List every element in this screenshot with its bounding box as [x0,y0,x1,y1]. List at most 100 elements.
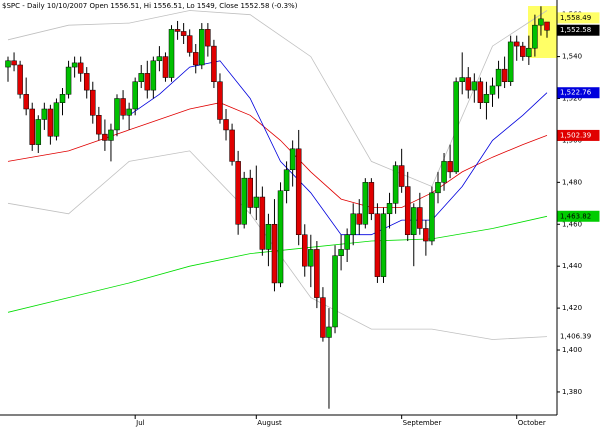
candle-body [362,182,369,225]
candle-body [59,94,66,103]
candle-body [41,108,48,120]
candle-body [423,228,429,242]
candle-body [386,203,393,215]
overlay-line [7,102,548,208]
candle-body [162,56,169,78]
candle-body [338,249,344,256]
candle-body [295,148,302,235]
candle-body [108,129,114,141]
candle-body [344,234,350,250]
candle-body [483,94,490,103]
candle-body [11,60,17,66]
candle-body [501,68,508,82]
price-label-box [557,87,600,99]
candle-body [241,177,247,225]
candle-body [489,85,496,95]
price-label: 1,522.76 [560,89,592,97]
candle-body [435,182,441,194]
candle-body [211,45,217,82]
price-label-box [557,24,600,36]
y-tick-label: 1,540 [562,53,582,61]
x-tick-label: October [518,419,546,427]
candle-body [520,45,526,57]
candle-body [283,169,290,191]
candle-body [495,68,502,87]
candle-body [23,94,29,110]
candle-body [180,31,187,36]
price-label: 1,502.39 [560,131,591,139]
candle-body [259,196,266,250]
candle-body [186,35,193,53]
candle-body [526,47,532,57]
candle-body [83,73,90,91]
candle-body [205,29,211,47]
candle-body [174,29,181,32]
x-tick-label: Jul [135,419,145,427]
price-label: 1,552.58 [560,26,591,34]
candle-body [513,41,520,47]
y-tick-label: 1,460 [562,220,582,228]
candle-body [532,24,538,49]
candle-body [247,177,253,208]
candle-body [459,77,465,82]
candle-body [235,161,241,225]
candle-body [277,190,284,284]
y-tick-label: 1,380 [562,388,582,396]
candle-body [17,64,23,95]
candle-body [507,41,514,82]
x-tick-label: September [403,419,442,427]
candle-body [447,161,453,173]
candle-body [229,129,235,162]
candle-body [53,102,60,137]
price-label-box [557,210,600,222]
y-tick-label: 1,420 [562,304,582,312]
candle-body [253,196,260,208]
candle-body [417,207,423,229]
candle-body [302,234,308,267]
candle-body [392,165,399,204]
candle-body [156,56,163,62]
candle-body [223,119,229,131]
candle-body [471,81,478,91]
chart-title: $SPC - Daily 10/10/2007 Open 1556.51, Hi… [2,2,298,10]
candle-body [326,326,332,338]
price-label: 1,558.49 [560,14,591,22]
y-tick-label: 1,520 [562,95,582,103]
candle-body [138,73,144,82]
candle-body [114,98,120,131]
candle-body [404,186,411,235]
candle-body [544,21,550,31]
x-tick-label: August [257,419,282,427]
candle-body [96,115,102,135]
candle-body [314,249,320,298]
price-label: 1,463.82 [560,212,591,220]
candle-body [192,52,199,66]
candle-body [356,213,363,225]
candle-body [35,119,42,145]
candle-body [465,77,472,91]
candle-body [47,108,54,137]
candle-body [374,213,381,277]
candle-body [398,165,405,187]
price-label: 1,406.39 [560,333,591,341]
candle-body [271,224,278,284]
price-label-box [557,12,600,24]
candle-body [144,73,151,91]
y-tick-label: 1,440 [562,262,582,270]
candle-body [132,81,138,110]
candle-body [90,89,96,116]
candle-body [538,18,544,26]
candle-body [126,108,132,116]
candle-body [77,62,84,74]
candle-body [102,133,108,141]
candle-body [29,108,35,145]
candle-body [168,29,175,78]
candle-body [411,207,417,235]
candle-body [65,66,72,95]
price-label-box [558,331,599,342]
candle-body [332,255,338,328]
y-tick-label: 1,400 [562,346,582,354]
candle-body [71,62,78,68]
candle-body [199,29,205,66]
